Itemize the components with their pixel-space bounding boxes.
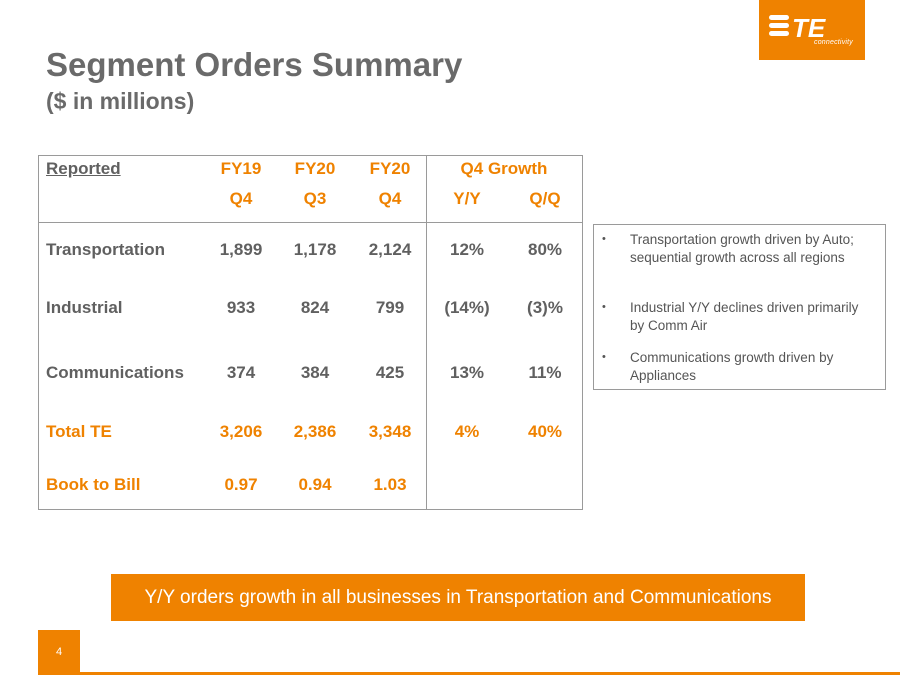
cell-transportation-fy20q3: 1,178	[293, 240, 337, 259]
cell-communications-fy19: 374	[226, 363, 256, 382]
header-yy: Y/Y	[453, 189, 481, 208]
note-transportation: Transportation growth driven by Auto; se…	[630, 232, 854, 265]
cell-book-to-bill-fy20q4: 1.03	[373, 475, 407, 494]
header-fy20-q3-quarter: Q3	[303, 189, 327, 208]
bullet-icon: •	[602, 301, 606, 313]
header-fy19: FY19	[220, 159, 262, 178]
row-label-industrial: Industrial	[46, 298, 123, 317]
header-fy20-q4-quarter: Q4	[378, 189, 402, 208]
row-label-book-to-bill: Book to Bill	[46, 475, 141, 494]
row-label-total-te: Total TE	[46, 422, 112, 441]
cell-communications-fy20q4: 425	[375, 363, 405, 382]
header-fy20-q4: FY20	[369, 159, 411, 178]
page-number: 4	[55, 646, 63, 658]
orders-table	[38, 155, 583, 510]
cell-industrial-qq: (3)%	[527, 298, 563, 317]
footer-rule	[38, 672, 900, 675]
header-rule	[38, 222, 583, 223]
cell-industrial-fy20q3: 824	[300, 298, 330, 317]
key-takeaway-banner: Y/Y orders growth in all businesses in T…	[111, 574, 805, 621]
header-q4-growth: Q4 Growth	[460, 159, 548, 178]
page-number-box: 4	[38, 630, 80, 674]
header-fy20-q3: FY20	[294, 159, 336, 178]
commentary-box: • Transportation growth driven by Auto; …	[593, 224, 886, 390]
cell-total-yy: 4%	[454, 422, 480, 441]
header-reported: Reported	[46, 159, 121, 178]
cell-book-to-bill-fy19: 0.97	[224, 475, 258, 494]
cell-communications-qq: 11%	[528, 363, 562, 382]
cell-communications-fy20q3: 384	[300, 363, 330, 382]
cell-transportation-fy20q4: 2,124	[368, 240, 412, 259]
cell-total-fy19: 3,206	[219, 422, 263, 441]
cell-total-fy20q3: 2,386	[293, 422, 337, 441]
note-industrial: Industrial Y/Y declines driven primarily…	[630, 300, 859, 333]
growth-column-divider	[426, 155, 427, 510]
cell-transportation-yy: 12%	[449, 240, 485, 259]
cell-industrial-fy19: 933	[226, 298, 256, 317]
cell-transportation-qq: 80%	[527, 240, 563, 259]
logo-tagline: connectivity	[814, 39, 853, 46]
logo-mark: TE	[792, 13, 826, 43]
cell-industrial-fy20q4: 799	[375, 298, 405, 317]
cell-total-qq: 40%	[527, 422, 563, 441]
te-logo-icon: TE	[769, 13, 826, 43]
cell-book-to-bill-fy20q3: 0.94	[298, 475, 332, 494]
te-logo: TE connectivity	[759, 0, 865, 60]
row-label-transportation: Transportation	[46, 240, 166, 259]
header-qq: Q/Q	[529, 189, 561, 208]
cell-communications-yy: 13%	[449, 363, 485, 382]
row-label-communications: Communications	[46, 363, 184, 382]
page-subtitle: ($ in millions)	[46, 88, 195, 114]
cell-industrial-yy: (14%)	[444, 298, 490, 317]
cell-transportation-fy19: 1,899	[219, 240, 263, 259]
note-communications: Communications growth driven by Applianc…	[630, 350, 834, 383]
page-title: Segment Orders Summary	[46, 46, 463, 83]
cell-total-fy20q4: 3,348	[368, 422, 412, 441]
bullet-icon: •	[602, 351, 606, 363]
bullet-icon: •	[602, 233, 606, 245]
header-fy19-quarter: Q4	[229, 189, 253, 208]
